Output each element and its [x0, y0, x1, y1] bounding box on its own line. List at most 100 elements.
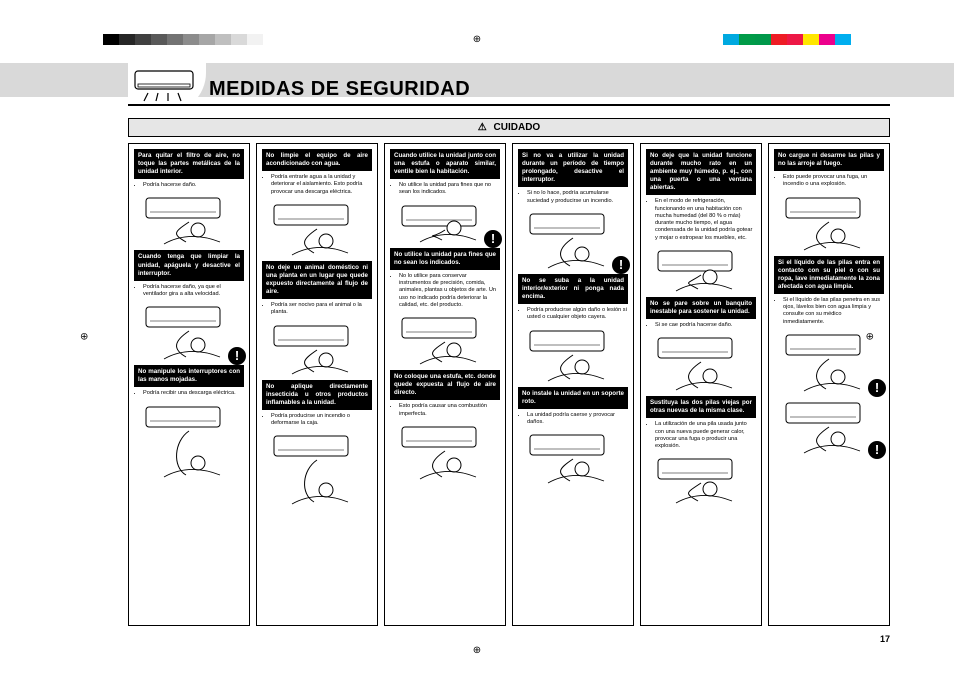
registration-mark-icon: ⊕ [473, 34, 481, 45]
safety-illustration [646, 247, 756, 295]
safety-note: Podría producirse un incendio o deformar… [271, 413, 372, 428]
safety-note-list: No utilice la unidad para fines que no s… [390, 182, 500, 198]
safety-heading: No aplique directamente insecticida u ot… [262, 380, 372, 410]
safety-heading: No manipule los interruptores con las ma… [134, 365, 244, 387]
safety-heading: No deje que la unidad funcione durante m… [646, 149, 756, 195]
safety-illustration [134, 194, 244, 248]
swatch [787, 34, 803, 45]
safety-note: Podría ser nocivo para el animal o la pl… [271, 302, 372, 317]
safety-heading: No utilice la unidad para fines que no s… [390, 248, 500, 270]
title-underline [128, 104, 890, 106]
safety-column: Para quitar el filtro de aire, no toque … [128, 143, 250, 626]
page-number: 17 [880, 634, 890, 644]
safety-note: Esto podría causar una combustión imperf… [399, 403, 500, 418]
swatch [119, 34, 135, 45]
safety-heading: No coloque una estufa, etc. donde quede … [390, 370, 500, 400]
safety-heading: No se suba a la unidad interior/exterior… [518, 274, 628, 304]
registration-mark-icon: ⊕ [80, 332, 88, 343]
safety-note-list: Podría hacerse daño, ya que el ventilado… [134, 284, 244, 300]
safety-columns: Para quitar el filtro de aire, no toque … [128, 143, 890, 626]
safety-heading: Si el líquido de las pilas entra en cont… [774, 256, 884, 294]
swatch [771, 34, 787, 45]
swatch [103, 34, 119, 45]
safety-heading: Si no va a utilizar la unidad durante un… [518, 149, 628, 187]
swatch [183, 34, 199, 45]
safety-note-list: Podría producirse algún daño o lesión si… [518, 307, 628, 323]
safety-heading: No instale la unidad en un soporte roto. [518, 387, 628, 409]
safety-column: Cuando utilice la unidad junto con una e… [384, 143, 506, 626]
safety-note-list: Si se cae podría hacerse daño. [646, 322, 756, 330]
swatch [803, 34, 819, 45]
color-swatch-strip [723, 34, 851, 45]
swatch [199, 34, 215, 45]
safety-illustration [134, 403, 244, 481]
safety-column: No deje que la unidad funcione durante m… [640, 143, 762, 626]
safety-illustration [774, 194, 884, 254]
safety-note: La unidad podría caerse y provocar daños… [527, 412, 628, 427]
safety-note: Si el líquido de las pilas penetra en su… [783, 297, 884, 326]
safety-column: Si no va a utilizar la unidad durante un… [512, 143, 634, 626]
safety-illustration [390, 314, 500, 368]
safety-heading: No deje un animal doméstico ni una plant… [262, 261, 372, 299]
swatch [755, 34, 771, 45]
safety-note-list: Podría recibir una descarga eléctrica. [134, 390, 244, 398]
safety-illustration: ! [390, 202, 500, 246]
safety-note: Podría hacerse daño, ya que el ventilado… [143, 284, 244, 299]
safety-column: No cargue ni desarme las pilas y no las … [768, 143, 890, 626]
swatch [835, 34, 851, 45]
safety-note-list: En el modo de refrigeración, funcionando… [646, 198, 756, 243]
safety-illustration: ! [134, 303, 244, 363]
safety-note-list: Esto podría causar una combustión imperf… [390, 403, 500, 419]
safety-heading: Cuando utilice la unidad junto con una e… [390, 149, 500, 179]
safety-note: Podría producirse algún daño o lesión si… [527, 307, 628, 322]
swatch [723, 34, 739, 45]
safety-note-list: Si no lo hace, podría acumularse sucieda… [518, 190, 628, 206]
safety-note-list: Podría producirse un incendio o deformar… [262, 413, 372, 429]
safety-note-list: Podría entrarle agua a la unidad y deter… [262, 174, 372, 197]
safety-illustration [518, 431, 628, 487]
page-title: MEDIDAS DE SEGURIDAD [209, 78, 470, 101]
exclamation-icon: ! [868, 379, 886, 397]
safety-note-list: No lo utilice para conservar instrumento… [390, 273, 500, 310]
safety-note-list: Podría hacerse daño. [134, 182, 244, 190]
safety-note: Podría hacerse daño. [143, 182, 244, 189]
swatch [215, 34, 231, 45]
safety-note: Esto puede provocar una fuga, un incendi… [783, 174, 884, 189]
safety-note: Si no lo hace, podría acumularse sucieda… [527, 190, 628, 205]
caution-banner: CUIDADO [128, 118, 890, 137]
safety-note-list: La utilización de una pila usada junto c… [646, 421, 756, 451]
safety-heading: No cargue ni desarme las pilas y no las … [774, 149, 884, 171]
safety-illustration [262, 201, 372, 259]
safety-note-list: La unidad podría caerse y provocar daños… [518, 412, 628, 428]
swatch [167, 34, 183, 45]
safety-illustration [518, 327, 628, 385]
exclamation-icon: ! [484, 230, 502, 248]
safety-note: La utilización de una pila usada junto c… [655, 421, 756, 450]
safety-note: No utilice la unidad para fines que no s… [399, 182, 500, 197]
swatch [247, 34, 263, 45]
exclamation-icon: ! [868, 441, 886, 459]
safety-note: En el modo de refrigeración, funcionando… [655, 198, 756, 242]
safety-heading: No limpie el equipo de aire acondicionad… [262, 149, 372, 171]
safety-note: Podría recibir una descarga eléctrica. [143, 390, 244, 397]
swatch [135, 34, 151, 45]
safety-heading: Cuando tenga que limpiar la unidad, apág… [134, 250, 244, 280]
safety-column: No limpie el equipo de aire acondicionad… [256, 143, 378, 626]
safety-illustration [262, 322, 372, 378]
swatch [739, 34, 755, 45]
safety-illustration: ! [774, 331, 884, 395]
swatch [231, 34, 247, 45]
caution-label: CUIDADO [494, 122, 541, 133]
safety-illustration [646, 334, 756, 394]
swatch [151, 34, 167, 45]
exclamation-icon: ! [612, 256, 630, 274]
safety-heading: Sustituya las dos pilas viejas por otras… [646, 396, 756, 418]
safety-note-list: Esto puede provocar una fuga, un incendi… [774, 174, 884, 190]
safety-illustration: ! [774, 399, 884, 457]
safety-heading: No se pare sobre un banquito inestable p… [646, 297, 756, 319]
safety-note-list: Podría ser nocivo para el animal o la pl… [262, 302, 372, 318]
safety-illustration [646, 455, 756, 507]
registration-mark-icon: ⊕ [473, 645, 481, 656]
swatch [819, 34, 835, 45]
safety-illustration [262, 432, 372, 508]
